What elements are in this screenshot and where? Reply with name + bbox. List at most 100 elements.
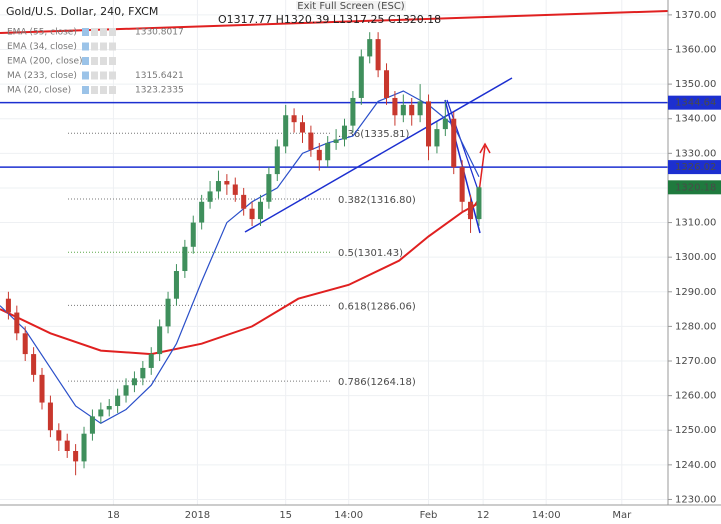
candle-body bbox=[375, 39, 381, 71]
candle-body bbox=[165, 298, 171, 327]
candle-body bbox=[56, 430, 62, 441]
indicator-name: EMA (55, close) bbox=[7, 28, 77, 38]
x-tick-label: 12 bbox=[477, 510, 490, 521]
indicator-button[interactable] bbox=[82, 42, 89, 51]
candle-body bbox=[291, 115, 297, 123]
x-tick-label: 15 bbox=[279, 510, 292, 521]
marks bbox=[0, 32, 668, 476]
indicator-value: 1330.8017 bbox=[135, 28, 184, 38]
candle-body bbox=[459, 167, 465, 202]
indicator-button[interactable] bbox=[109, 57, 116, 65]
candle-body bbox=[409, 104, 415, 116]
indicator-button[interactable] bbox=[100, 86, 107, 94]
y-tick-label: 1260.00 bbox=[675, 391, 716, 402]
indicator-button[interactable] bbox=[91, 86, 98, 94]
candle-body bbox=[98, 409, 104, 417]
indicator-button[interactable] bbox=[82, 28, 89, 36]
candle-body bbox=[140, 367, 146, 379]
candle-body bbox=[426, 101, 432, 147]
indicator-button[interactable] bbox=[109, 86, 116, 94]
exit-button-bg[interactable] bbox=[296, 1, 406, 11]
x-tick-label: 2018 bbox=[185, 510, 210, 521]
candle-body bbox=[39, 374, 45, 403]
blue-trendline bbox=[446, 99, 479, 191]
indicator-name: MA (20, close) bbox=[7, 86, 71, 96]
candle-body bbox=[148, 354, 154, 368]
x-tick-label: Mar bbox=[612, 510, 632, 521]
candle-body bbox=[73, 451, 79, 462]
candle-body bbox=[442, 118, 448, 130]
candle-body bbox=[274, 146, 280, 175]
candle-body bbox=[434, 129, 440, 147]
grid: .236(1335.81) 0.382(1316.80) 0.5(1301.43) 0… bbox=[0, 0, 668, 505]
candle-body bbox=[199, 201, 205, 223]
y-tick-label: 1350.00 bbox=[675, 79, 716, 90]
candle-body bbox=[249, 208, 255, 220]
candle-body bbox=[157, 326, 163, 355]
last-price-box bbox=[668, 180, 721, 195]
candle-body bbox=[358, 56, 364, 98]
indicator-button[interactable] bbox=[100, 28, 107, 36]
fib-label: 0.618(1286.06) bbox=[338, 301, 416, 312]
indicator-button[interactable] bbox=[109, 28, 116, 36]
indicator-name: EMA (34, close) bbox=[7, 42, 77, 52]
blue-trendline bbox=[244, 77, 513, 233]
candle-body bbox=[451, 118, 457, 168]
price-label-box bbox=[668, 95, 721, 110]
indicator-button[interactable] bbox=[109, 42, 116, 51]
indicator-button[interactable] bbox=[109, 71, 116, 80]
fib-label: 0.5(1301.43) bbox=[338, 248, 403, 259]
candle-body bbox=[5, 298, 11, 313]
indicator-name: MA (233, close) bbox=[7, 71, 77, 81]
candle-body bbox=[106, 406, 112, 410]
indicator-button[interactable] bbox=[82, 71, 89, 80]
indicator-button[interactable] bbox=[100, 42, 107, 51]
candle-body bbox=[131, 378, 137, 386]
candle-body bbox=[47, 402, 53, 431]
x-tick-label: 14:00 bbox=[532, 510, 561, 521]
candle-body bbox=[316, 149, 322, 161]
indicator-button[interactable] bbox=[91, 71, 98, 80]
y-tick-label: 1270.00 bbox=[675, 356, 716, 367]
y-tick-label: 1310.00 bbox=[675, 218, 716, 229]
ohlc-values: O1317.77 H1320.39 L1317.25 C1320.18 bbox=[218, 13, 441, 26]
arrow-head bbox=[479, 142, 491, 154]
indicator-button[interactable] bbox=[91, 57, 98, 65]
indicator-button[interactable] bbox=[100, 71, 107, 80]
candle-body bbox=[64, 440, 70, 452]
exit-fullscreen[interactable]: Exit Full Screen (ESC) bbox=[297, 1, 405, 12]
y-tick-label: 1370.00 bbox=[675, 10, 716, 21]
price-label-box bbox=[668, 160, 721, 175]
indicator-button[interactable] bbox=[82, 86, 89, 94]
y-tick-label: 1330.00 bbox=[675, 148, 716, 159]
indicator-button[interactable] bbox=[91, 42, 98, 51]
candle-body bbox=[417, 101, 423, 116]
candle-body bbox=[115, 395, 121, 407]
fib-label: .236(1335.81) bbox=[338, 129, 410, 140]
candle-body bbox=[283, 115, 289, 147]
candle-body bbox=[81, 433, 87, 462]
y-tick-label: 1250.00 bbox=[675, 425, 716, 436]
indicator-button[interactable] bbox=[100, 57, 107, 65]
indicator-name: EMA (200, close) bbox=[7, 57, 83, 67]
candle-body bbox=[476, 187, 482, 220]
y-tick-label: 1230.00 bbox=[675, 494, 716, 505]
fib-label: 0.382(1316.80) bbox=[338, 195, 416, 206]
y-tick-label: 1300.00 bbox=[675, 252, 716, 263]
fib-label: 0.786(1264.18) bbox=[338, 377, 416, 388]
y-tick-label: 1280.00 bbox=[675, 321, 716, 332]
candle-body bbox=[325, 142, 331, 161]
candle-body bbox=[14, 312, 20, 334]
candle-body bbox=[350, 97, 356, 126]
last-price-label: 1320.18 bbox=[675, 182, 716, 193]
candle-body bbox=[333, 139, 339, 143]
candle-body bbox=[207, 191, 213, 202]
candle-body bbox=[400, 104, 406, 116]
candle-body bbox=[266, 174, 272, 202]
candle-body bbox=[383, 70, 390, 98]
indicator-button[interactable] bbox=[91, 28, 98, 36]
indicator-legend: EMA (55, close) 1330.8017 EMA (34, close) E… bbox=[7, 28, 184, 96]
candle-body bbox=[89, 416, 95, 434]
indicator-button[interactable] bbox=[82, 57, 89, 65]
candle-body bbox=[31, 354, 37, 375]
